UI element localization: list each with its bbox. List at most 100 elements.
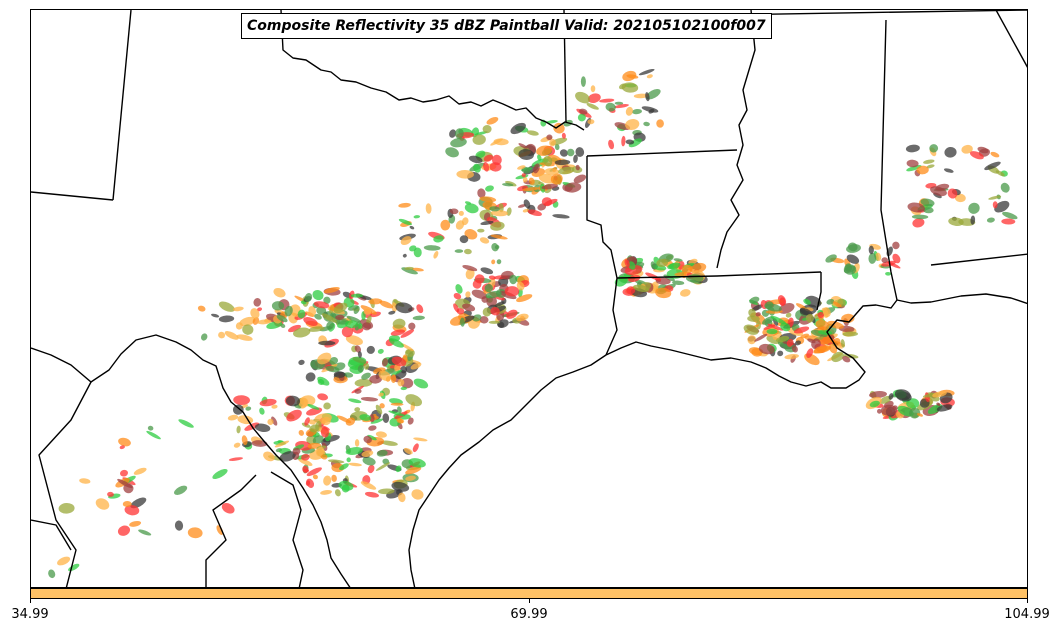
reflectivity-blob (232, 306, 244, 312)
reflectivity-blob (879, 395, 892, 404)
reflectivity-blob (984, 161, 1001, 171)
reflectivity-blob (892, 253, 901, 264)
reflectivity-blob (815, 319, 830, 331)
reflectivity-blob (331, 474, 337, 482)
reflectivity-blob (367, 464, 375, 474)
reflectivity-blob (936, 404, 953, 412)
reflectivity-blob (477, 228, 485, 233)
reflectivity-blob (681, 264, 693, 274)
reflectivity-blob (200, 333, 208, 341)
reflectivity-blob (929, 144, 939, 153)
reflectivity-blob (779, 297, 786, 306)
reflectivity-blob (303, 468, 310, 473)
reflectivity-blob (794, 340, 802, 346)
reflectivity-blob (396, 418, 404, 424)
reflectivity-blob (587, 119, 595, 125)
reflectivity-blob (480, 267, 494, 275)
reflectivity-blob (293, 327, 311, 338)
reflectivity-blob (545, 119, 558, 124)
reflectivity-blob (369, 414, 375, 423)
reflectivity-blob (755, 312, 761, 317)
reflectivity-blob (236, 334, 253, 341)
reflectivity-blob (410, 362, 422, 370)
reflectivity-blob (400, 329, 415, 338)
reflectivity-blob (433, 251, 439, 259)
reflectivity-blob (400, 236, 412, 246)
reflectivity-blob (354, 407, 361, 412)
reflectivity-blob (807, 338, 816, 344)
border-mx-sinaloa (31, 519, 72, 551)
reflectivity-blob (298, 458, 313, 466)
reflectivity-blob (368, 425, 377, 431)
reflectivity-blob (526, 130, 539, 136)
reflectivity-blob (988, 195, 1002, 200)
reflectivity-blob (911, 214, 929, 220)
reflectivity-blob (523, 199, 531, 209)
reflectivity-blob (304, 293, 313, 302)
reflectivity-blob (464, 203, 479, 214)
reflectivity-blob (314, 313, 322, 320)
reflectivity-blob (257, 319, 272, 325)
reflectivity-blob (312, 474, 318, 480)
border-nm-east (112, 10, 132, 201)
reflectivity-blob (923, 159, 935, 164)
reflectivity-blob (412, 443, 419, 453)
reflectivity-blob (315, 446, 325, 457)
reflectivity-blob (405, 466, 422, 475)
reflectivity-blob (800, 333, 809, 339)
reflectivity-blob (391, 481, 410, 492)
reflectivity-blob (357, 323, 363, 329)
reflectivity-blob (368, 298, 383, 305)
reflectivity-blob (822, 307, 831, 318)
reflectivity-blob (320, 454, 328, 460)
reflectivity-blob (409, 245, 417, 252)
reflectivity-blob (472, 279, 482, 289)
reflectivity-blob (328, 459, 345, 464)
reflectivity-blob (482, 307, 492, 317)
reflectivity-blob (251, 440, 268, 447)
reflectivity-blob (297, 309, 306, 319)
reflectivity-blob (405, 394, 423, 407)
reflectivity-blob (645, 88, 661, 100)
reflectivity-blob (346, 315, 362, 323)
reflectivity-blob (599, 98, 615, 103)
reflectivity-blob (398, 492, 406, 503)
reflectivity-blob (516, 294, 533, 303)
reflectivity-blob (869, 391, 887, 399)
reflectivity-blob (308, 419, 316, 425)
reflectivity-blob (486, 296, 498, 307)
reflectivity-blob (936, 402, 941, 406)
reflectivity-blob (643, 121, 650, 127)
reflectivity-blob (317, 393, 329, 401)
reflectivity-blob (425, 203, 432, 214)
reflectivity-blob (361, 372, 371, 380)
reflectivity-blob (354, 378, 373, 387)
reflectivity-blob (449, 208, 459, 215)
reflectivity-blob (831, 351, 844, 363)
reflectivity-blob (377, 348, 384, 354)
reflectivity-blob (575, 91, 591, 104)
reflectivity-blob (459, 317, 465, 327)
reflectivity-blob (679, 289, 691, 297)
reflectivity-blob (510, 122, 526, 135)
reflectivity-blob (390, 329, 406, 336)
reflectivity-blob (559, 149, 568, 157)
reflectivity-blob (212, 468, 228, 480)
reflectivity-blob (656, 119, 664, 128)
reflectivity-blob (485, 290, 502, 299)
reflectivity-blob (453, 292, 462, 300)
reflectivity-blob (875, 252, 882, 261)
reflectivity-blob (994, 200, 1010, 213)
reflectivity-blob (316, 306, 327, 315)
reflectivity-blob (605, 102, 616, 112)
reflectivity-blob (846, 244, 861, 253)
reflectivity-blob (502, 183, 514, 187)
reflectivity-blob (944, 146, 957, 158)
reflectivity-blob (544, 168, 560, 176)
map-title: Composite Reflectivity 35 dBZ Paintball … (241, 13, 772, 39)
reflectivity-blob (400, 377, 414, 389)
reflectivity-blob (468, 155, 483, 164)
reflectivity-blob (479, 196, 497, 203)
reflectivity-blob (533, 163, 540, 174)
reflectivity-blob (464, 248, 472, 255)
